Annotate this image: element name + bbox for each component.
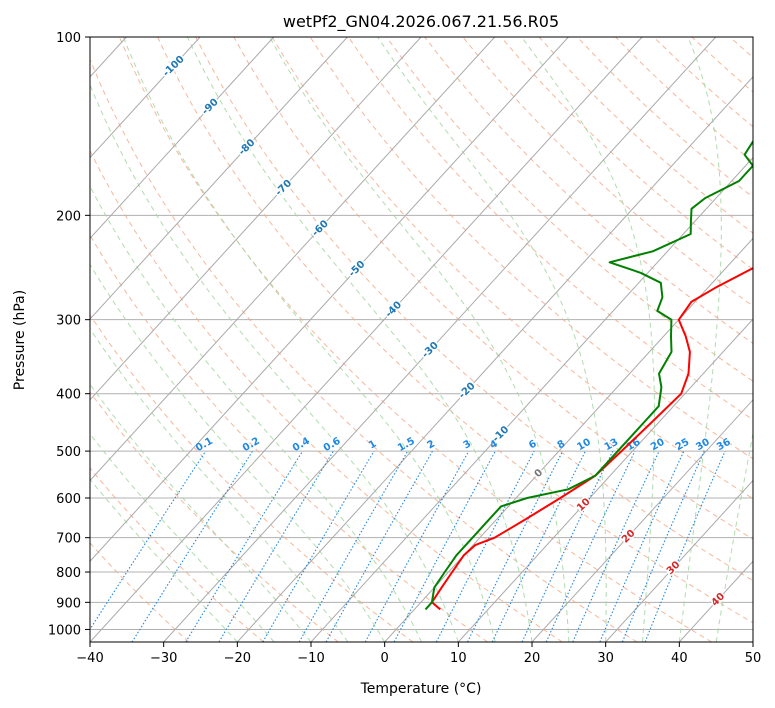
mixing-ratio-line [621,450,705,642]
isotherm-line [90,37,201,159]
mixing-ratio-label: 1 [367,438,379,451]
mixing-ratio-line [131,450,254,642]
x-tick-label: 40 [671,651,688,666]
mixing-ratio-label: 8 [556,438,568,451]
x-axis: −40 −30 −20 −10 0 10 20 30 40 50 [76,642,761,666]
profile-lines [424,140,753,611]
x-tick-label: 30 [597,651,614,666]
mixing-ratio-label: 4 [488,438,500,451]
mixing-ratio-line [435,450,535,642]
isotherm-line [90,37,496,482]
y-tick-label: 900 [56,596,81,611]
moist-adiabat-line [90,433,275,642]
mixing-ratio-line [325,450,433,642]
mixing-ratio-line [185,450,304,642]
moist-adiabat-line [521,37,655,642]
x-tick-label: −40 [76,651,103,666]
isotherm-line [752,641,753,642]
mixing-ratio-label: 2 [425,438,437,451]
isotherm-line [90,37,348,320]
isotherm-line [310,156,753,642]
dry-adiabat-line [90,234,488,642]
x-tick-label: 50 [745,651,762,666]
y-tick-label: 200 [56,209,81,224]
dry-adiabat-line [90,149,563,642]
isotherm-line [90,37,569,563]
mixing-ratio-line [599,450,685,642]
y-tick-label: 800 [56,566,81,581]
mixing-ratio-line [364,450,470,642]
dry-adiabat-line [768,37,775,642]
mixing-ratio-line [218,450,334,642]
isotherm-line [90,37,275,240]
x-tick-label: 0 [381,651,389,666]
isotherm-line [531,399,753,642]
mixing-ratio-line [521,450,614,642]
x-tick-label: −20 [224,651,251,666]
y-tick-label: 100 [56,31,81,46]
chart-title: wetPf2_GN04.2026.067.21.56.R05 [283,12,559,32]
dry-adiabat-line [90,467,264,642]
isotherm-line [384,237,753,642]
plot-area [90,37,753,642]
mixing-ratio-line [572,450,660,642]
dry-adiabat-line [90,391,339,642]
isotherm-line [90,37,643,642]
mixing-ratio-label: 3 [462,438,474,451]
moist-adiabat-line [90,83,459,642]
dewpoint-profile-line [424,140,753,611]
moist-adiabat-line [377,37,607,642]
dry-adiabat-line [386,37,753,382]
y-tick-label: 700 [56,532,81,547]
moist-adiabat-line [90,263,386,642]
mixing-ratio-labels: 0.1 0.2 0.4 0.6 1 1.5 2 3 4 6 8 10 13 16 20 25 30 36 [194,436,733,454]
y-tick-label: 300 [56,314,81,329]
temperature-profile-line [430,267,753,611]
moist-adiabat-line [269,37,570,642]
mixing-ratio-line [545,450,636,642]
x-tick-label: 10 [450,651,467,666]
y-axis: 1000 900 800 700 600 500 400 300 200 100 [48,31,90,638]
x-axis-label: Temperature (°C) [360,681,482,697]
moist-adiabat-line [715,430,753,642]
isotherm-line [90,37,422,401]
y-tick-label: 1000 [48,623,81,638]
mixing-ratio-line [90,450,207,631]
x-tick-label: −30 [150,651,177,666]
moist-adiabat-line [678,37,722,642]
dry-adiabat-line [347,37,753,421]
isotherm-line [163,37,717,642]
dry-adiabat-line [157,37,753,624]
mixing-ratio-label: 6 [527,438,539,451]
moist-adiabat-line [90,185,422,642]
y-tick-label: 500 [56,445,81,460]
isotherm-line [236,76,753,642]
isotherm-line [605,479,753,642]
x-tick-label: −10 [297,651,324,666]
plot-frame [89,36,754,643]
moist-adiabat-line [90,478,238,642]
dry-adiabat-line [195,37,753,582]
mixing-ratio-line [393,450,496,642]
x-tick-label: 20 [524,651,541,666]
y-tick-label: 600 [56,492,81,507]
dry-adiabat-line [271,37,753,500]
isotherm-line [457,318,753,642]
dry-adiabat-line [462,37,753,307]
y-axis-label: Pressure (hPa) [12,290,28,390]
background-lines [90,37,775,642]
mixing-ratio-line [644,450,726,642]
y-tick-label: 400 [56,388,81,403]
